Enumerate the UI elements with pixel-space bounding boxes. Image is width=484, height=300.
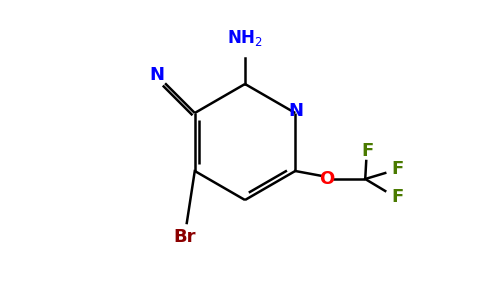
Text: F: F [391, 188, 403, 206]
Text: N: N [150, 66, 165, 84]
Text: NH$_2$: NH$_2$ [227, 28, 263, 48]
Text: F: F [391, 160, 403, 178]
Text: O: O [319, 170, 335, 188]
Text: Br: Br [174, 228, 196, 246]
Text: N: N [289, 102, 304, 120]
Text: F: F [361, 142, 373, 160]
